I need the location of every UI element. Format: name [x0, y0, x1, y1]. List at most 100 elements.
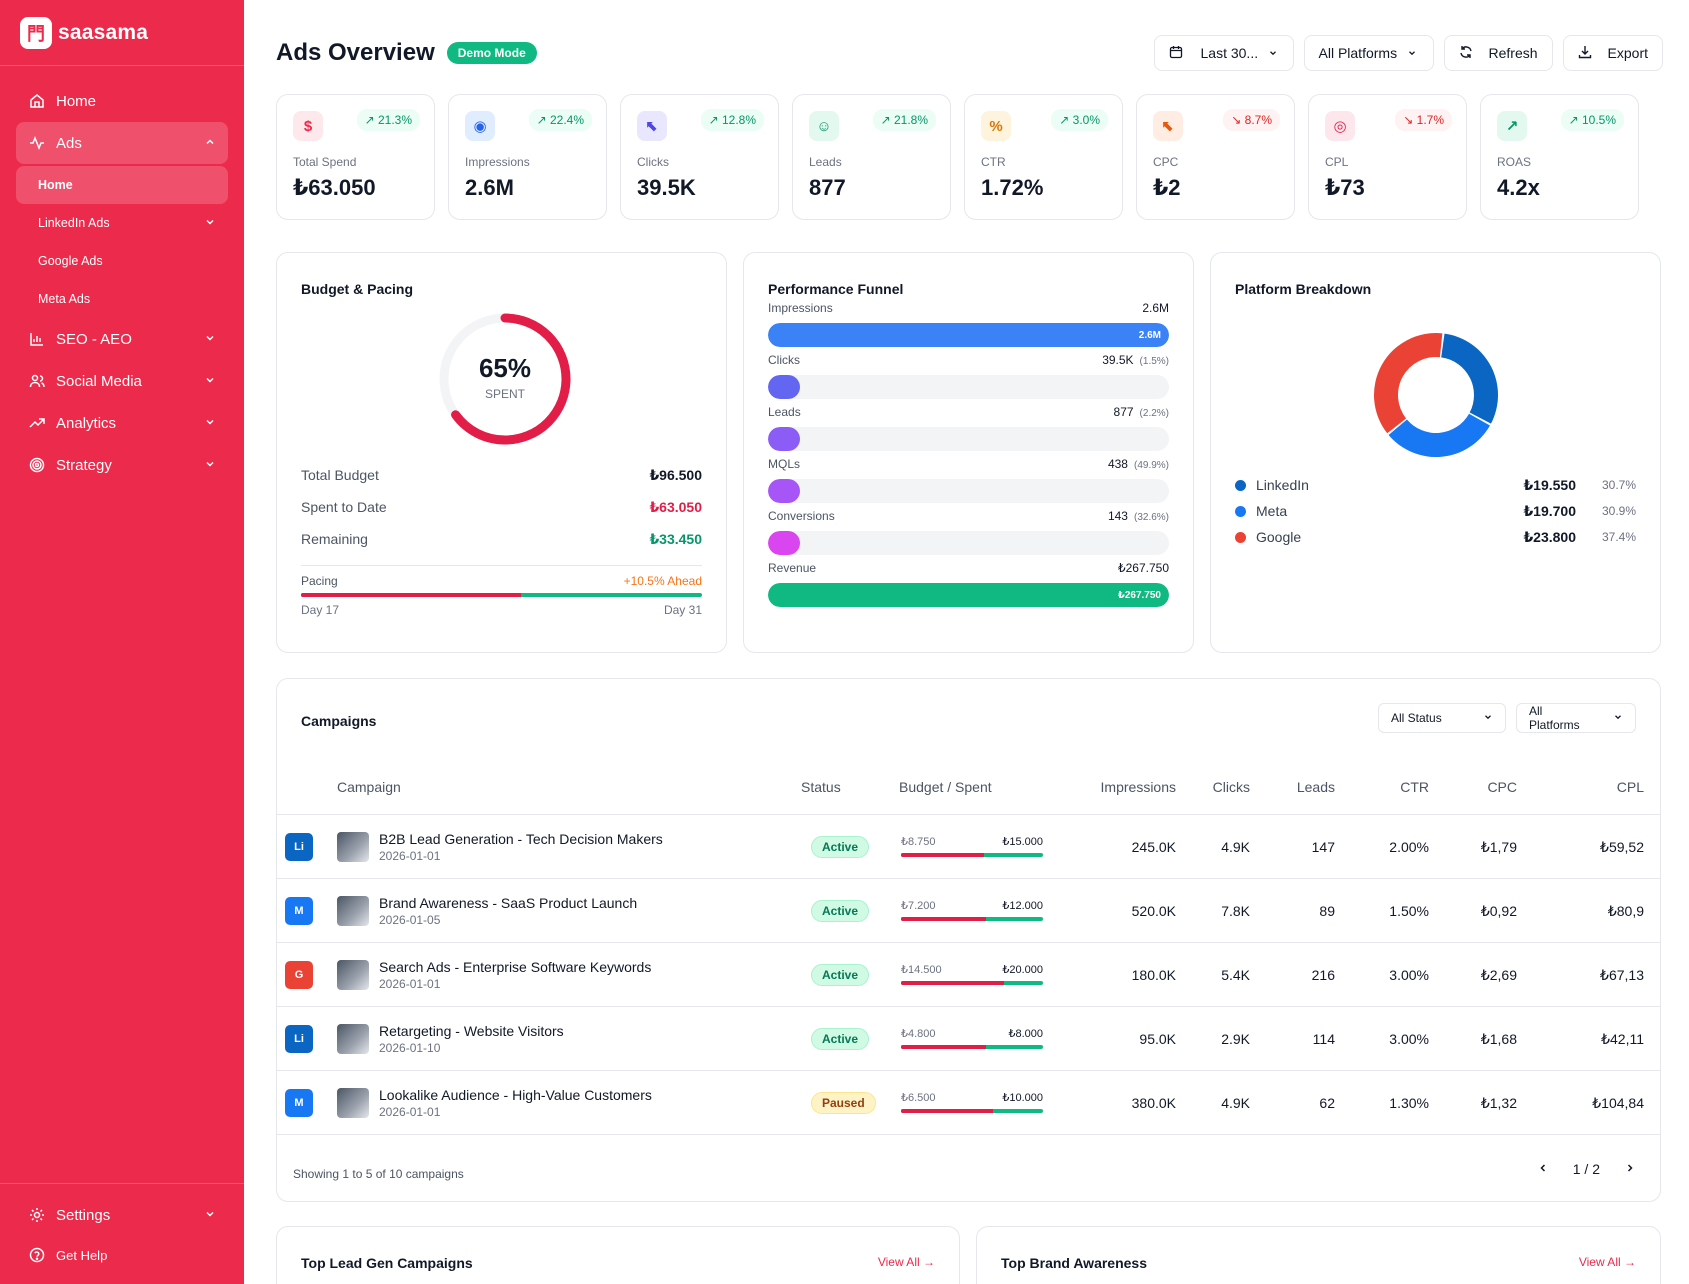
status-filter-select[interactable]: All Status: [1378, 703, 1506, 733]
table-row[interactable]: Li B2B Lead Generation - Tech Decision M…: [277, 815, 1660, 879]
trending-up-icon: ↗: [1059, 113, 1070, 127]
table-row[interactable]: M Brand Awareness - SaaS Product Launch …: [277, 879, 1660, 943]
sidebar-item-get-help[interactable]: Get Help: [16, 1236, 228, 1274]
chevron-left-icon[interactable]: [1537, 1161, 1549, 1177]
col-impressions[interactable]: Impressions: [1100, 779, 1176, 795]
budget-remaining-value: ₺33.450: [649, 530, 702, 547]
chevron-right-icon[interactable]: [1624, 1161, 1636, 1177]
kpi-card-cpc[interactable]: ⬉ ↘ 8.7% CPC ₺2: [1136, 94, 1295, 220]
view-all-link[interactable]: View All →: [1578, 1255, 1636, 1269]
budget-spent-row: Spent to Date ₺63.050: [301, 491, 702, 523]
sidebar-subitem-1[interactable]: LinkedIn Ads: [16, 204, 228, 242]
chevron-down-icon: [1483, 711, 1493, 725]
refresh-button[interactable]: Refresh: [1443, 35, 1553, 71]
campaign-name[interactable]: Lookalike Audience - High-Value Customer…: [379, 1087, 652, 1103]
kpi-card-impressions[interactable]: ◉ ↗ 22.4% Impressions 2.6M: [448, 94, 607, 220]
kpi-card-total-spend[interactable]: $ ↗ 21.3% Total Spend ₺63.050: [276, 94, 435, 220]
date-range-select[interactable]: Last 30...: [1153, 35, 1294, 71]
kpi-delta: ↗ 21.8%: [872, 109, 936, 131]
sidebar-subitem-0[interactable]: Home: [16, 166, 228, 204]
funnel-stage-label: MQLs: [768, 457, 801, 471]
kpi-card-roas[interactable]: ↗ ↗ 10.5% ROAS 4.2x: [1480, 94, 1639, 220]
funnel-bar-track: [768, 531, 1169, 555]
refresh-label: Refresh: [1488, 45, 1538, 61]
spent-value: ₺6.500: [901, 1092, 936, 1104]
budget-value: ₺12.000: [1002, 900, 1043, 912]
date-range-value: Last 30...: [1200, 45, 1259, 61]
budget-progress-bar: [901, 981, 1043, 985]
funnel-stage-label: Revenue: [768, 561, 817, 575]
budget-progress-bar: [901, 1109, 1043, 1113]
col-leads[interactable]: Leads: [1296, 779, 1335, 795]
kpi-card-leads[interactable]: ☺ ↗ 21.8% Leads 877: [792, 94, 951, 220]
col-campaign[interactable]: Campaign: [337, 779, 401, 795]
donut-slice-meta[interactable]: [1388, 413, 1490, 457]
sidebar-item-analytics[interactable]: Analytics: [16, 402, 228, 444]
performance-funnel-card: Performance Funnel Impressions 2.6M 2.6M…: [743, 252, 1194, 653]
legend-item-meta: Meta ₺19.700 30.9%: [1235, 501, 1636, 521]
sidebar-subitem-3[interactable]: Meta Ads: [16, 280, 228, 318]
card-title: Campaigns: [301, 713, 377, 729]
status-badge: Active: [811, 964, 870, 986]
sidebar-item-social-media[interactable]: Social Media: [16, 360, 228, 402]
sidebar-item-ads[interactable]: Ads: [16, 122, 228, 164]
campaign-name[interactable]: Brand Awareness - SaaS Product Launch: [379, 895, 638, 911]
kpi-delta-value: 8.7%: [1244, 113, 1272, 127]
activity-icon: [28, 134, 46, 152]
kpi-delta-value: 21.8%: [893, 113, 928, 127]
sidebar-item-settings[interactable]: Settings: [16, 1194, 228, 1236]
budget-total-label: Total Budget: [301, 467, 379, 483]
view-all-link[interactable]: View All →: [877, 1255, 935, 1269]
platform-filter-value: All Platforms: [1529, 704, 1580, 732]
chevron-up-icon: [204, 135, 216, 152]
export-button[interactable]: Export: [1562, 35, 1663, 71]
col-clicks[interactable]: Clicks: [1212, 779, 1250, 795]
campaign-date: 2026-01-01: [379, 849, 441, 863]
kpi-card-clicks[interactable]: ⬉ ↗ 12.8% Clicks 39.5K: [620, 94, 779, 220]
donut-slice-linkedin[interactable]: [1441, 333, 1498, 424]
chevron-down-icon: [204, 216, 216, 231]
budget-value: ₺15.000: [1002, 836, 1043, 848]
sidebar-item-strategy[interactable]: Strategy: [16, 444, 228, 486]
col-ctr[interactable]: CTR: [1400, 779, 1429, 795]
ctr-cell: 3.00%: [1389, 1031, 1429, 1047]
target-icon: [28, 456, 46, 474]
logo[interactable]: 門 saasama: [0, 0, 244, 66]
platform-filter-select[interactable]: All Platforms: [1516, 703, 1636, 733]
kpi-delta: ↘ 8.7%: [1223, 109, 1280, 131]
kpi-card-cpl[interactable]: ◎ ↘ 1.7% CPL ₺73: [1308, 94, 1467, 220]
funnel-stage-leads: Leads 877 (2.2%): [768, 405, 1169, 451]
col-cpc[interactable]: CPC: [1487, 779, 1517, 795]
table-row[interactable]: G Search Ads - Enterprise Software Keywo…: [277, 943, 1660, 1007]
col-status[interactable]: Status: [801, 779, 841, 795]
leads-cell: 89: [1319, 903, 1335, 919]
leads-cell: 62: [1319, 1095, 1335, 1111]
cpl-cell: ₺104,84: [1592, 1095, 1644, 1111]
budget-progress-fill: [901, 853, 984, 857]
page-indicator: 1 / 2: [1572, 1161, 1600, 1177]
platform-select[interactable]: All Platforms: [1303, 35, 1434, 71]
budget-percent: 65%: [478, 353, 532, 383]
campaign-name[interactable]: Retargeting - Website Visitors: [379, 1023, 564, 1039]
campaign-name[interactable]: B2B Lead Generation - Tech Decision Make…: [379, 831, 663, 847]
col-budget-spent[interactable]: Budget / Spent: [899, 779, 992, 795]
pacing-section: Pacing +10.5% Ahead Day 17 Day 31: [301, 565, 702, 617]
status-badge: Active: [811, 900, 870, 922]
sidebar-item-home[interactable]: Home: [16, 80, 228, 122]
cpl-cell: ₺80,9: [1607, 903, 1644, 919]
sidebar-item-label: SEO - AEO: [56, 330, 132, 348]
sidebar-item-seo[interactable]: SEO - AEO: [16, 318, 228, 360]
pacing-day-current: Day 17: [301, 603, 340, 617]
kpi-value: 2.6M: [465, 175, 514, 200]
platform-donut-chart: [1374, 333, 1498, 457]
table-row[interactable]: Li Retargeting - Website Visitors 2026-0…: [277, 1007, 1660, 1071]
kpi-card-ctr[interactable]: % ↗ 3.0% CTR 1.72%: [964, 94, 1123, 220]
col-cpl[interactable]: CPL: [1616, 779, 1644, 795]
sidebar-subitem-2[interactable]: Google Ads: [16, 242, 228, 280]
help-circle-icon: [28, 1246, 46, 1264]
campaign-name[interactable]: Search Ads - Enterprise Software Keyword…: [379, 959, 652, 975]
sidebar-footer: Settings Get Help: [0, 1183, 244, 1284]
kpi-delta: ↗ 12.8%: [700, 109, 764, 131]
table-row[interactable]: M Lookalike Audience - High-Value Custom…: [277, 1071, 1660, 1135]
donut-slice-google[interactable]: [1374, 333, 1443, 434]
